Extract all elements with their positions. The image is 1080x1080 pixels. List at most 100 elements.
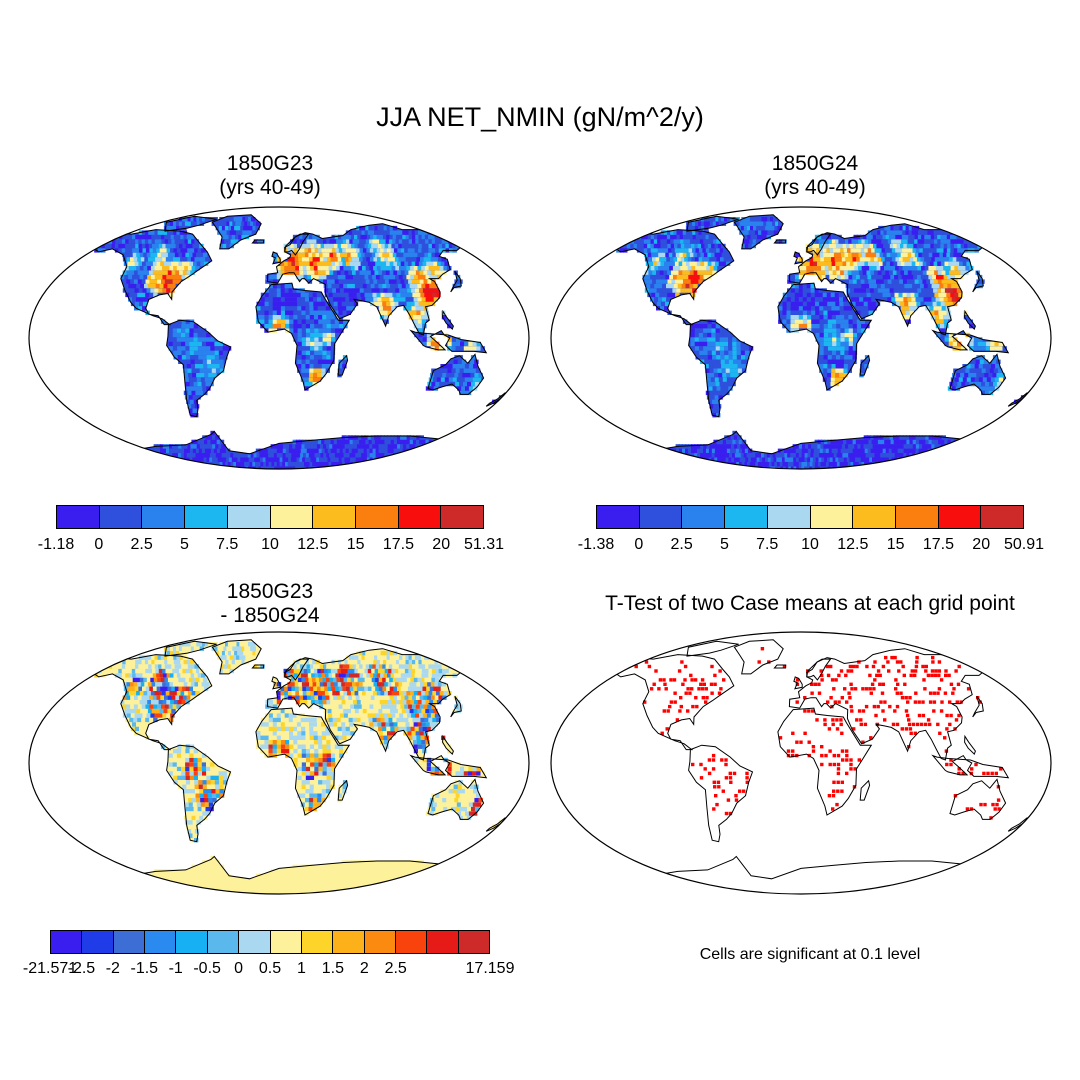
grid-cell (970, 243, 976, 249)
grid-cell (354, 435, 360, 440)
grid-cell (276, 315, 282, 320)
grid-cell (403, 439, 408, 445)
grid-cell (464, 239, 470, 244)
grid-cell (398, 239, 404, 244)
grid-cell (396, 435, 402, 440)
grid-cell (852, 315, 857, 320)
grid-cell (665, 462, 670, 467)
grid-cell (243, 457, 248, 462)
grid-cell (418, 248, 423, 253)
grid-cell (125, 266, 130, 271)
grid-cell (389, 466, 395, 469)
grid-cell (223, 355, 228, 360)
grid-cell (468, 341, 473, 347)
grid-cell (798, 453, 804, 458)
grid-cell (256, 310, 261, 315)
grid-cell (649, 457, 654, 462)
grid-cell (948, 448, 953, 453)
grid-cell (285, 310, 290, 315)
grid-cell (908, 261, 913, 266)
grid-cell (387, 288, 392, 293)
grid-cell (894, 448, 899, 453)
grid-cell (166, 288, 171, 293)
grid-cell (808, 243, 814, 249)
grid-cell (321, 301, 326, 307)
grid-cell (687, 266, 693, 271)
grid-cell (843, 301, 848, 307)
grid-cell (660, 306, 665, 311)
grid-cell (730, 466, 735, 469)
grid-cell (394, 283, 399, 289)
grid-cell (381, 448, 386, 453)
grid-cell (424, 248, 430, 253)
grid-cell (194, 355, 199, 360)
grid-cell (179, 225, 184, 231)
grid-cell (284, 297, 290, 302)
grid-cell (165, 257, 171, 262)
grid-cell (743, 453, 748, 458)
grid-cell (116, 457, 121, 462)
grid-cell (353, 261, 358, 266)
grid-cell (967, 453, 972, 458)
grid-cell (658, 448, 663, 453)
grid-cell (863, 457, 868, 462)
grid-cell (324, 261, 329, 266)
grid-cell (410, 462, 415, 467)
grid-cell (173, 355, 178, 360)
grid-cell (373, 279, 378, 284)
grid-cell (335, 248, 340, 253)
grid-cell (721, 390, 726, 396)
grid-cell (725, 457, 730, 462)
grid-cell (649, 462, 654, 467)
grid-cell (619, 448, 624, 453)
grid-cell (435, 381, 440, 387)
grid-cell (216, 466, 221, 469)
grid-cell (405, 283, 411, 289)
grid-cell (821, 274, 827, 280)
grid-cell (884, 239, 889, 244)
grid-cell (151, 234, 156, 240)
grid-cell (907, 462, 913, 467)
grid-cell (150, 266, 156, 271)
grid-cell (830, 439, 835, 445)
grid-cell (832, 332, 837, 338)
grid-cell (387, 310, 392, 315)
grid-cell (948, 457, 953, 462)
grid-cell (628, 234, 633, 240)
grid-cell (293, 457, 299, 462)
grid-cell (353, 274, 358, 280)
grid-cell (154, 234, 159, 240)
grid-cell (721, 252, 726, 258)
grid-cell (819, 364, 824, 369)
grid-cell (363, 448, 369, 453)
grid-cell (428, 248, 433, 253)
grid-cell (798, 315, 804, 320)
grid-cell (957, 341, 962, 347)
panel-4-title: T-Test of two Case means at each grid po… (540, 592, 1080, 616)
grid-cell (655, 457, 660, 462)
grid-cell (399, 448, 404, 453)
grid-cell (159, 462, 165, 467)
grid-cell (801, 448, 807, 453)
grid-cell (131, 261, 136, 266)
grid-cell (222, 350, 228, 355)
grid-cell (855, 301, 860, 307)
grid-cell (843, 306, 849, 311)
grid-cell (322, 328, 327, 333)
grid-cell (176, 257, 181, 262)
grid-cell (702, 234, 707, 240)
grid-cell (716, 355, 721, 360)
grid-cell (654, 266, 659, 271)
grid-cell (677, 283, 683, 289)
grid-cell (659, 279, 665, 284)
grid-cell (849, 448, 855, 453)
grid-cell (233, 239, 239, 244)
grid-cell (459, 381, 464, 387)
grid-cell (340, 292, 345, 298)
grid-cell (711, 381, 716, 387)
grid-cell (630, 453, 635, 458)
grid-cell (652, 270, 657, 275)
grid-cell (439, 381, 444, 387)
grid-cell (328, 266, 333, 271)
grid-cell (302, 439, 307, 445)
